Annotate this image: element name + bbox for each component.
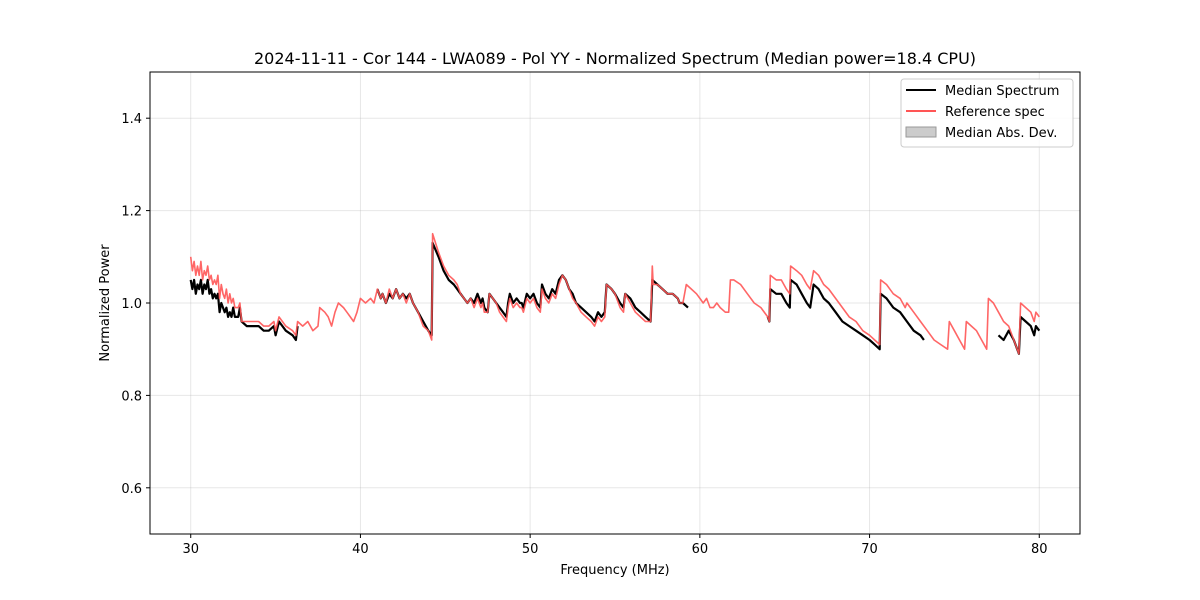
y-tick-label: 0.6 — [121, 482, 142, 497]
legend-frame — [900, 78, 1074, 148]
x-axis-label: Frequency (MHz) — [560, 563, 669, 578]
axis-ticks: 30 40 50 60 70 80 0.6 0.8 1.0 1.2 1.4 — [121, 112, 1047, 557]
chart-title: 2024-11-11 - Cor 144 - LWA089 - Pol YY -… — [254, 49, 976, 68]
median-spectrum-line — [766, 278, 925, 351]
y-tick-label: 1.4 — [121, 112, 142, 127]
reference-spec-line — [189, 232, 1040, 355]
y-tick-label: 1.0 — [121, 297, 142, 312]
y-tick-label: 0.8 — [121, 389, 142, 404]
median-spectrum-line — [189, 278, 299, 342]
y-tick-label: 1.2 — [121, 205, 142, 220]
x-tick-label: 30 — [182, 542, 199, 557]
legend-reference-label: Reference spec — [945, 105, 1045, 120]
x-tick-label: 60 — [692, 542, 709, 557]
x-tick-label: 80 — [1031, 542, 1048, 557]
x-tick-label: 70 — [861, 542, 878, 557]
legend-median-label: Median Spectrum — [945, 84, 1059, 99]
legend-mad-label: Median Abs. Dev. — [945, 126, 1057, 141]
series-layer — [189, 232, 1041, 355]
legend: Median Spectrum Reference spec Median Ab… — [900, 78, 1074, 148]
x-tick-label: 40 — [352, 542, 369, 557]
y-axis-label: Normalized Power — [98, 244, 113, 362]
legend-mad-swatch — [905, 126, 937, 138]
x-tick-label: 50 — [522, 542, 539, 557]
